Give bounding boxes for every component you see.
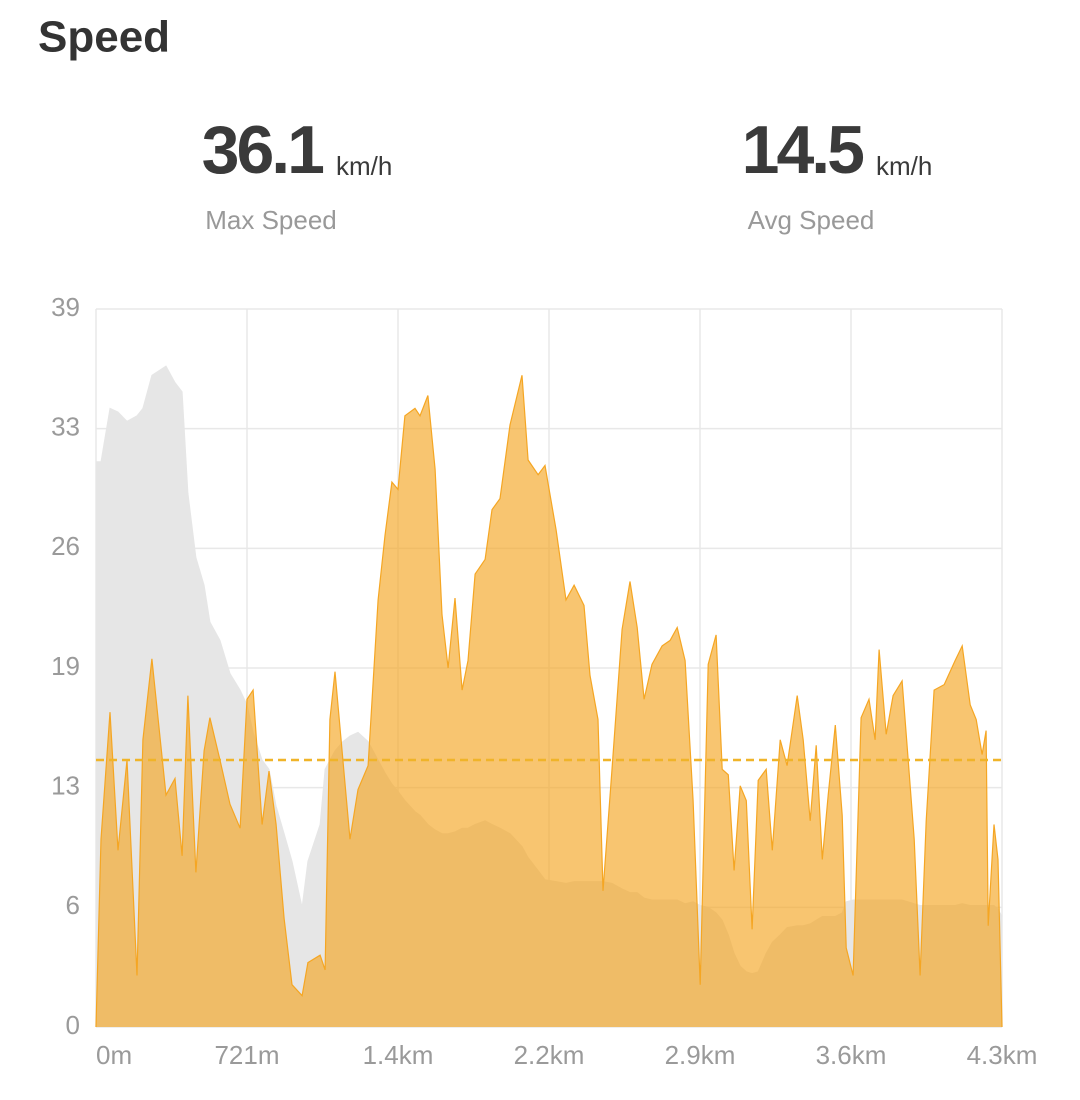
y-tick-label: 0 [66,1010,80,1040]
y-tick-label: 33 [51,412,80,442]
x-tick-label: 4.3km [967,1040,1038,1070]
x-tick-label: 721m [214,1040,279,1070]
series-line [95,375,1003,1028]
stat-unit: km/h [876,151,932,181]
x-tick-label: 3.6km [816,1040,887,1070]
x-tick-label: 1.4km [363,1040,434,1070]
x-tick-label: 2.2km [514,1040,585,1070]
stat-label: Avg Speed [748,205,875,235]
page-title: Speed [38,13,170,62]
y-tick-label: 6 [66,890,80,920]
avg-stat: 14.5 km/h Avg Speed [742,112,933,235]
stat-label: Max Speed [205,205,337,235]
stat-value: 36.1 [202,112,324,188]
area-fill [96,375,1002,1027]
stat-unit: km/h [336,151,392,181]
x-tick-label: 0m [96,1040,132,1070]
stat-value: 14.5 [742,112,864,188]
y-tick-label: 13 [51,771,80,801]
y-tick-label: 19 [51,651,80,681]
max-stat: 36.1 km/h Max Speed [202,112,393,235]
x-tick-label: 2.9km [665,1040,736,1070]
area-fill [96,366,1002,1028]
y-tick-label: 39 [51,292,80,322]
y-tick-label: 26 [51,531,80,561]
